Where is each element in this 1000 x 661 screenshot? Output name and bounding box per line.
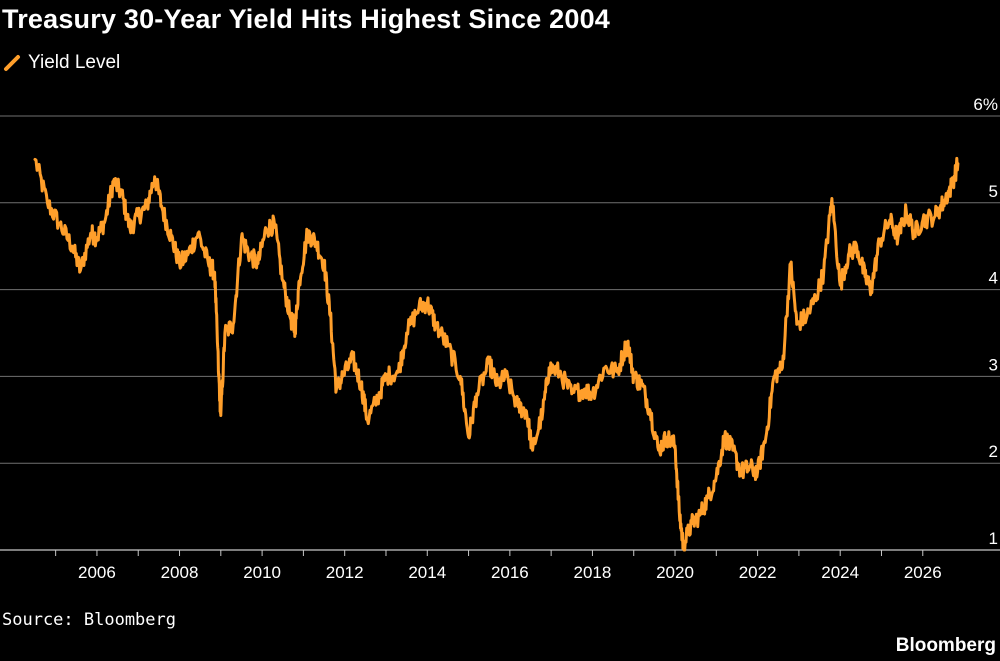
x-tick-label-2020: 2020 — [656, 563, 694, 582]
x-tick-label-2006: 2006 — [78, 563, 116, 582]
axis-ticks: 1 2 3 4 5 6% 2006 2008 2010 2012 2014 2016 2018 2020 2… — [55, 95, 998, 582]
legend: Yield Level — [2, 50, 120, 76]
source-note: Source: Bloomberg — [2, 610, 176, 630]
y-tick-label-4: 4 — [989, 269, 998, 288]
x-tick-label-2026: 2026 — [904, 563, 942, 582]
x-tick-label-2022: 2022 — [739, 563, 777, 582]
x-tick-label-2010: 2010 — [243, 563, 281, 582]
x-tick-label-2018: 2018 — [574, 563, 612, 582]
x-tick-label-2014: 2014 — [408, 563, 446, 582]
x-tick-label-2012: 2012 — [326, 563, 364, 582]
bloomberg-logo: Bloomberg — [895, 635, 996, 656]
y-tick-label-1: 1 — [989, 529, 998, 548]
x-tick-label-2024: 2024 — [821, 563, 859, 582]
y-tick-label-2: 2 — [989, 442, 998, 461]
chart-title: Treasury 30-Year Yield Hits Highest Sinc… — [2, 4, 611, 34]
y-tick-label-6: 6% — [973, 95, 998, 114]
series-line-yield-level — [33, 156, 960, 552]
y-tick-label-5: 5 — [989, 182, 998, 201]
series-layer — [33, 156, 960, 552]
line-chart: 1 2 3 4 5 6% 2006 2008 2010 2012 2014 2016 2018 2020 2… — [0, 95, 1000, 582]
x-tick-label-2016: 2016 — [491, 563, 529, 582]
y-tick-label-3: 3 — [989, 355, 998, 374]
gridlines — [0, 115, 1000, 551]
legend-line-icon — [4, 55, 20, 71]
legend-label: Yield Level — [28, 52, 121, 73]
x-tick-label-2008: 2008 — [161, 563, 199, 582]
